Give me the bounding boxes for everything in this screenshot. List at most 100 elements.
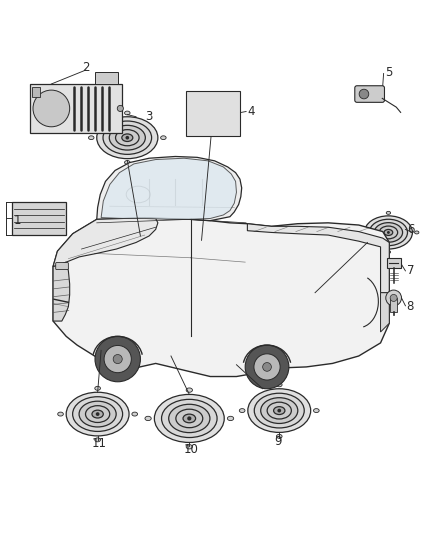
Circle shape bbox=[211, 112, 213, 114]
Ellipse shape bbox=[239, 409, 245, 413]
Circle shape bbox=[104, 345, 131, 373]
Ellipse shape bbox=[198, 102, 226, 123]
Circle shape bbox=[254, 354, 280, 380]
Circle shape bbox=[96, 412, 99, 416]
Text: 7: 7 bbox=[407, 264, 414, 277]
Ellipse shape bbox=[92, 410, 103, 418]
Ellipse shape bbox=[95, 386, 100, 390]
Ellipse shape bbox=[415, 231, 419, 234]
Circle shape bbox=[387, 231, 390, 234]
Ellipse shape bbox=[254, 393, 304, 428]
Polygon shape bbox=[53, 262, 70, 321]
Text: 5: 5 bbox=[385, 66, 392, 79]
Ellipse shape bbox=[210, 127, 214, 130]
Ellipse shape bbox=[97, 117, 158, 159]
Polygon shape bbox=[101, 158, 237, 220]
FancyBboxPatch shape bbox=[30, 84, 122, 133]
FancyBboxPatch shape bbox=[387, 258, 401, 268]
Ellipse shape bbox=[44, 101, 59, 116]
Ellipse shape bbox=[276, 434, 282, 438]
Circle shape bbox=[245, 345, 289, 389]
Ellipse shape bbox=[48, 106, 54, 111]
Ellipse shape bbox=[88, 136, 94, 140]
Text: 9: 9 bbox=[274, 434, 282, 448]
Ellipse shape bbox=[205, 108, 219, 118]
Circle shape bbox=[277, 409, 281, 413]
Text: 3: 3 bbox=[145, 110, 152, 123]
Polygon shape bbox=[53, 217, 389, 376]
Ellipse shape bbox=[267, 402, 291, 419]
Ellipse shape bbox=[386, 251, 391, 254]
Text: 11: 11 bbox=[92, 437, 106, 450]
Circle shape bbox=[386, 290, 402, 306]
Ellipse shape bbox=[227, 416, 233, 421]
Polygon shape bbox=[97, 157, 242, 221]
Text: 8: 8 bbox=[407, 300, 414, 313]
Ellipse shape bbox=[109, 125, 145, 150]
Ellipse shape bbox=[145, 416, 151, 421]
Text: 2: 2 bbox=[82, 61, 90, 74]
Ellipse shape bbox=[39, 96, 64, 120]
Text: 10: 10 bbox=[183, 442, 198, 456]
Ellipse shape bbox=[314, 409, 319, 413]
Ellipse shape bbox=[248, 389, 311, 432]
Circle shape bbox=[187, 416, 191, 421]
Ellipse shape bbox=[124, 111, 130, 115]
Ellipse shape bbox=[189, 111, 192, 114]
Circle shape bbox=[117, 106, 124, 111]
Ellipse shape bbox=[154, 394, 224, 442]
Ellipse shape bbox=[186, 445, 192, 449]
Ellipse shape bbox=[122, 134, 133, 141]
Ellipse shape bbox=[169, 404, 210, 433]
FancyBboxPatch shape bbox=[56, 263, 68, 270]
Text: 4: 4 bbox=[247, 105, 255, 118]
Text: 1: 1 bbox=[14, 214, 21, 227]
Ellipse shape bbox=[183, 414, 196, 423]
Circle shape bbox=[113, 354, 122, 364]
Ellipse shape bbox=[232, 111, 235, 114]
Ellipse shape bbox=[379, 226, 398, 239]
Ellipse shape bbox=[384, 230, 393, 236]
Ellipse shape bbox=[194, 100, 230, 126]
Polygon shape bbox=[53, 217, 158, 266]
Ellipse shape bbox=[58, 412, 64, 416]
Ellipse shape bbox=[66, 392, 129, 436]
Ellipse shape bbox=[116, 130, 139, 146]
Circle shape bbox=[95, 336, 141, 382]
Circle shape bbox=[390, 294, 397, 302]
FancyBboxPatch shape bbox=[186, 91, 240, 136]
FancyBboxPatch shape bbox=[95, 72, 118, 84]
Ellipse shape bbox=[201, 105, 223, 120]
Ellipse shape bbox=[274, 407, 285, 415]
Ellipse shape bbox=[132, 412, 138, 416]
Ellipse shape bbox=[103, 121, 152, 155]
Ellipse shape bbox=[276, 383, 282, 387]
Ellipse shape bbox=[95, 438, 100, 442]
Ellipse shape bbox=[210, 96, 214, 99]
FancyBboxPatch shape bbox=[355, 86, 385, 102]
Ellipse shape bbox=[161, 136, 166, 140]
FancyBboxPatch shape bbox=[390, 298, 397, 312]
Circle shape bbox=[50, 108, 52, 109]
Ellipse shape bbox=[186, 388, 192, 392]
Ellipse shape bbox=[364, 216, 413, 249]
Circle shape bbox=[125, 136, 129, 140]
Circle shape bbox=[33, 90, 70, 127]
Polygon shape bbox=[247, 224, 389, 293]
Ellipse shape bbox=[374, 223, 403, 242]
Ellipse shape bbox=[209, 110, 215, 115]
Ellipse shape bbox=[386, 212, 391, 214]
Circle shape bbox=[263, 362, 272, 372]
Ellipse shape bbox=[73, 397, 123, 431]
Ellipse shape bbox=[358, 231, 362, 234]
Circle shape bbox=[359, 89, 369, 99]
Ellipse shape bbox=[124, 160, 130, 164]
Ellipse shape bbox=[162, 399, 217, 438]
Polygon shape bbox=[381, 293, 389, 332]
Ellipse shape bbox=[369, 219, 407, 246]
Ellipse shape bbox=[85, 406, 110, 423]
FancyBboxPatch shape bbox=[12, 202, 67, 235]
Ellipse shape bbox=[35, 92, 68, 125]
FancyBboxPatch shape bbox=[32, 87, 39, 97]
Ellipse shape bbox=[261, 398, 298, 423]
